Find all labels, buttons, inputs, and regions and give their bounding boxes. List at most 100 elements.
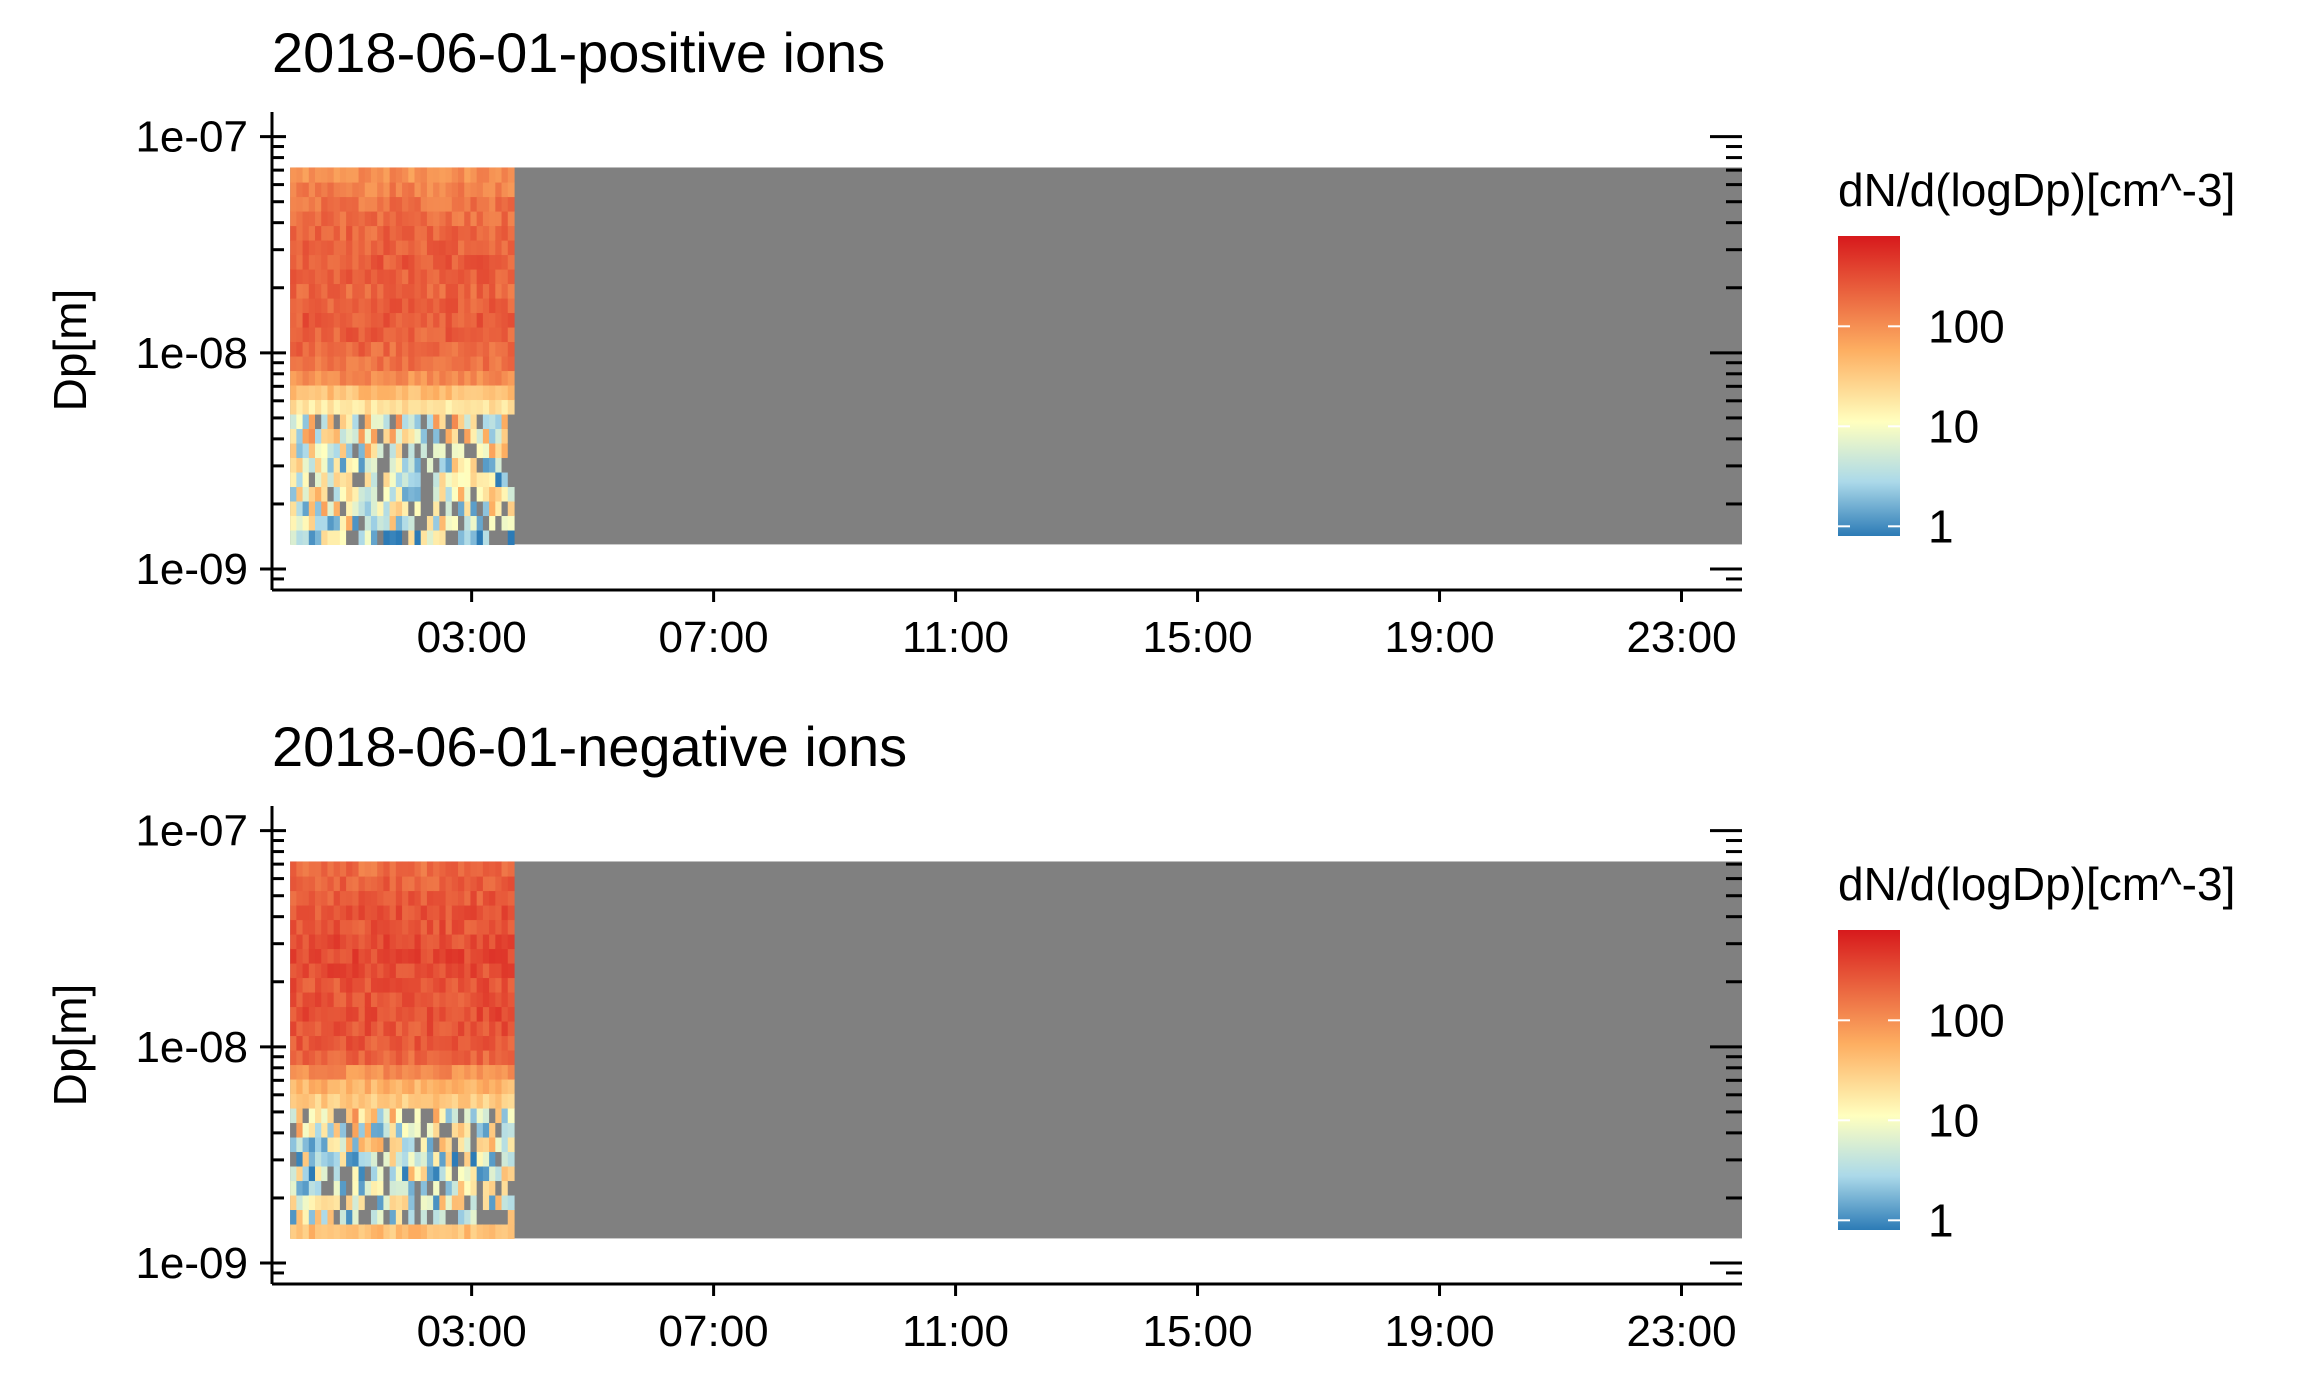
- heatmap-cell: [352, 1020, 360, 1037]
- heatmap-cell: [501, 428, 509, 444]
- heatmap-cell: [395, 225, 403, 241]
- heatmap-cell: [426, 428, 434, 444]
- heatmap-cell: [383, 875, 391, 892]
- heatmap-cell: [501, 1049, 509, 1066]
- heatmap-cell: [464, 1122, 472, 1138]
- heatmap-cell: [482, 904, 490, 921]
- heatmap-cell: [296, 486, 304, 502]
- heatmap-cell: [426, 933, 434, 950]
- y-axis-label: Dp[m]: [44, 289, 96, 412]
- heatmap-cell: [433, 1078, 440, 1095]
- heatmap-cell: [315, 225, 322, 241]
- heatmap-cell: [451, 977, 459, 993]
- heatmap-cell: [420, 1064, 428, 1080]
- heatmap-cell: [464, 1107, 472, 1124]
- heatmap-cell: [352, 210, 360, 227]
- heatmap-cell: [370, 312, 378, 328]
- heatmap-cell: [408, 1020, 416, 1037]
- heatmap-cell: [489, 254, 496, 270]
- heatmap-cell: [501, 515, 509, 531]
- heatmap-cell: [370, 500, 378, 517]
- heatmap-cell: [426, 1194, 434, 1211]
- heatmap-cell: [420, 384, 428, 401]
- heatmap-cell: [501, 442, 509, 459]
- heatmap-cell: [482, 181, 490, 198]
- heatmap-cell: [464, 1223, 472, 1240]
- heatmap-cell: [296, 413, 304, 430]
- heatmap-cell: [395, 861, 403, 877]
- heatmap-cell: [308, 948, 316, 964]
- heatmap-cell: [420, 500, 428, 517]
- heatmap-cell: [358, 1122, 366, 1138]
- heatmap-cell: [402, 1093, 409, 1109]
- heatmap-cell: [501, 977, 509, 993]
- heatmap-cell: [290, 1064, 297, 1080]
- heatmap-cell: [339, 167, 347, 183]
- heatmap-cell: [482, 268, 490, 285]
- y-tick-label: 1e-09: [135, 545, 248, 594]
- heatmap-cell: [402, 312, 409, 328]
- heatmap-cell: [364, 413, 372, 430]
- heatmap-cell: [445, 1136, 453, 1153]
- heatmap-cell: [346, 1020, 353, 1037]
- heatmap-cell: [327, 196, 335, 212]
- heatmap-cell: [302, 515, 310, 531]
- heatmap-cell: [414, 167, 422, 183]
- heatmap-cell: [346, 1194, 353, 1211]
- heatmap-cell: [370, 977, 378, 993]
- heatmap-cell: [458, 268, 465, 285]
- heatmap-cell: [408, 948, 416, 964]
- heatmap-cell: [408, 861, 416, 877]
- heatmap-cell: [315, 1035, 322, 1051]
- heatmap-cell: [389, 875, 397, 892]
- heatmap-cell: [420, 1093, 428, 1109]
- heatmap-cell: [402, 254, 409, 270]
- heatmap-cell: [395, 1006, 403, 1022]
- heatmap-cell: [439, 515, 447, 531]
- heatmap-cell: [495, 283, 503, 299]
- heatmap-cell: [321, 962, 329, 979]
- heatmap-cell: [327, 904, 335, 921]
- heatmap-cell: [377, 904, 385, 921]
- heatmap-cell: [315, 962, 322, 979]
- heatmap-cell: [302, 1107, 310, 1124]
- heatmap-cell: [333, 283, 341, 299]
- heatmap-cell: [377, 254, 385, 270]
- heatmap-cell: [358, 1209, 366, 1225]
- heatmap-cell: [451, 196, 459, 212]
- heatmap-cell: [352, 1093, 360, 1109]
- heatmap-cell: [358, 283, 366, 299]
- heatmap-cell: [364, 312, 372, 328]
- heatmap-cell: [358, 890, 366, 906]
- heatmap-cell: [495, 486, 503, 502]
- heatmap-cell: [414, 1049, 422, 1066]
- heatmap-cell: [315, 977, 322, 993]
- heatmap-cell: [389, 1209, 397, 1225]
- heatmap-cell: [364, 1209, 372, 1225]
- heatmap-cell: [451, 428, 459, 444]
- heatmap-cell: [383, 341, 391, 357]
- heatmap-cell: [445, 196, 453, 212]
- heatmap-cell: [364, 1020, 372, 1037]
- heatmap-cell: [308, 991, 316, 1008]
- heatmap-cell: [439, 1093, 447, 1109]
- heatmap-cell: [433, 413, 440, 430]
- heatmap-cell: [395, 904, 403, 921]
- heatmap-cell: [458, 1093, 465, 1109]
- heatmap-cell: [315, 167, 322, 183]
- y-tick-label: 1e-07: [135, 807, 248, 856]
- heatmap-cell: [327, 962, 335, 979]
- heatmap-cell: [327, 1151, 335, 1167]
- heatmap-cell: [420, 1049, 428, 1066]
- heatmap-cell: [302, 457, 310, 473]
- heatmap-cell: [302, 919, 310, 935]
- heatmap-cell: [352, 1223, 360, 1240]
- heatmap-cell: [302, 239, 310, 256]
- heatmap-cell: [302, 962, 310, 979]
- heatmap-cell: [302, 225, 310, 241]
- heatmap-cell: [489, 239, 496, 256]
- heatmap-cell: [333, 904, 341, 921]
- heatmap-cell: [433, 471, 440, 488]
- heatmap-cell: [308, 225, 316, 241]
- heatmap-cell: [383, 355, 391, 372]
